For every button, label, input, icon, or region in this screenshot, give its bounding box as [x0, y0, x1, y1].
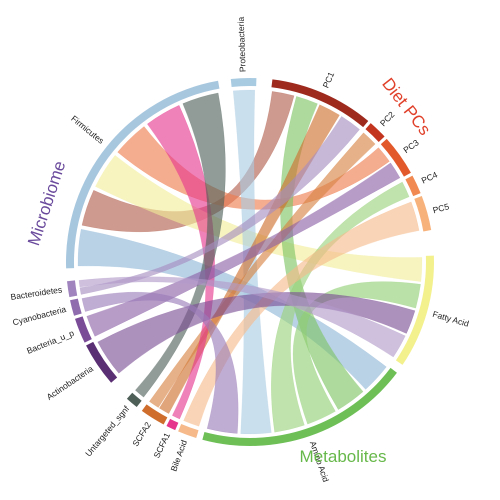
segment-label-untargeted: Untargeted_sgnf [83, 403, 131, 458]
arc-bacteria_u_p [75, 316, 92, 343]
segment-label-scfa1: SCFA1 [151, 431, 172, 460]
segment-label-bile_acid: Bile Acid [168, 438, 189, 472]
ribbon-layer [77, 89, 423, 435]
arc-layer [66, 78, 435, 447]
arc-proteobacteria [230, 78, 257, 87]
segment-label-pc1: PC1 [320, 70, 336, 89]
arc-firmicutes [66, 80, 220, 269]
arc-untargeted [126, 392, 142, 407]
segment-label-pc2: PC2 [378, 109, 397, 128]
arc-actinobacteria [86, 341, 118, 383]
arc-bile_acid [178, 424, 199, 438]
arc-pc3 [380, 138, 411, 177]
segment-label-firmicutes: Firmicutes [69, 113, 106, 145]
arc-pc1 [271, 79, 369, 128]
arc-scfa2 [141, 404, 168, 425]
segment-label-cyanobacteria: Cyanobacteria [12, 304, 68, 327]
arc-amino_acid [202, 367, 397, 447]
segment-label-pc4: PC4 [420, 169, 439, 185]
arc-cyanobacteria [70, 298, 82, 316]
arc-bacteroidetes [67, 280, 78, 298]
arc-pc4 [405, 175, 421, 197]
ribbon-scfa1-firmicutes [146, 104, 215, 420]
segment-label-pc3: PC3 [401, 137, 420, 155]
segment-label-bacteroidetes: Bacteroidetes [10, 284, 63, 302]
ribbon-bacteroidetes-fatty_acid [78, 276, 406, 358]
ribbon-actinobacteria-fatty_acid [97, 292, 416, 374]
arc-scfa1 [166, 418, 179, 431]
ribbon-bile_acid-pc5 [183, 201, 420, 427]
segment-label-pc5: PC5 [432, 201, 451, 215]
group-label-microbiome: Microbiome [24, 159, 69, 248]
segment-label-scfa2: SCFA2 [130, 420, 153, 448]
segment-label-fatty_acid: Fatty Acid [431, 309, 470, 329]
segment-label-bacteria_u_p: Bacteria_u_p [25, 328, 75, 356]
group-label-diet: Diet PCs [378, 74, 434, 139]
arc-fatty_acid [395, 255, 435, 365]
segment-label-proteobacteria: Proteobacteria [236, 16, 248, 72]
ribbon-bacteria_u_p-pc3 [86, 162, 401, 337]
arc-pc5 [414, 196, 432, 232]
arc-pc2 [365, 123, 385, 142]
group-label-metabolites: Metabolites [300, 447, 387, 466]
segment-label-actinobacteria: Actinobacteria [45, 363, 95, 402]
